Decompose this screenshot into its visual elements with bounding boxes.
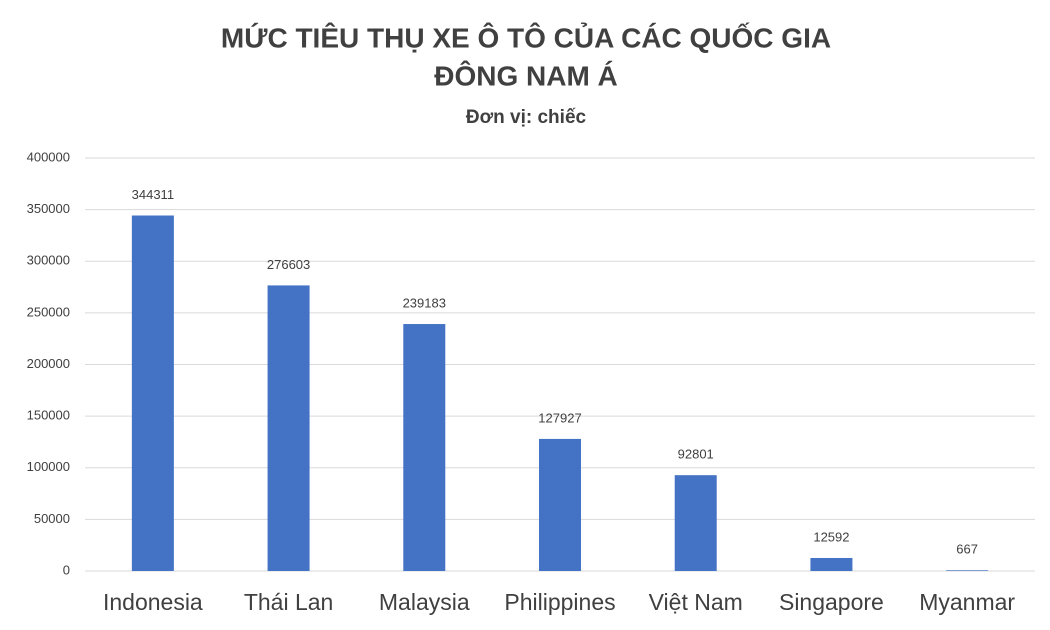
bar <box>810 557 853 571</box>
y-tick-label: 50000 <box>34 511 70 526</box>
x-tick-label: Việt Nam <box>649 589 743 615</box>
bar <box>131 215 174 571</box>
data-label: 667 <box>956 542 978 557</box>
y-tick-label: 350000 <box>27 201 70 216</box>
y-tick-label: 0 <box>63 562 70 577</box>
bar <box>946 570 989 571</box>
data-label: 127927 <box>538 410 581 425</box>
data-label: 276603 <box>267 257 310 272</box>
x-tick-label: Malaysia <box>379 589 470 615</box>
bar <box>267 285 310 571</box>
x-tick-label: Singapore <box>779 589 884 615</box>
bar <box>403 324 446 571</box>
y-tick-label: 250000 <box>27 304 70 319</box>
data-label: 344311 <box>132 187 174 202</box>
y-tick-label: 400000 <box>27 149 70 164</box>
bar <box>674 475 717 571</box>
y-tick-label: 200000 <box>27 356 70 371</box>
y-tick-label: 300000 <box>27 253 70 268</box>
x-tick-label: Thái Lan <box>244 589 334 615</box>
chart-subtitle: Đơn vị: chiếc <box>466 107 587 128</box>
bar <box>539 438 581 571</box>
y-tick-label: 100000 <box>27 459 70 474</box>
chart-title: MỨC TIÊU THỤ XE Ô TÔ CỦA CÁC QUỐC GIA <box>221 21 831 53</box>
data-label: 239183 <box>403 295 446 310</box>
chart-title: ĐÔNG NAM Á <box>434 59 618 91</box>
x-tick-label: Indonesia <box>103 589 203 615</box>
y-tick-label: 150000 <box>27 408 70 423</box>
data-label: 92801 <box>678 447 714 462</box>
data-label: 12592 <box>813 529 849 544</box>
x-tick-label: Myanmar <box>919 589 1015 615</box>
x-tick-label: Philippines <box>504 589 615 615</box>
